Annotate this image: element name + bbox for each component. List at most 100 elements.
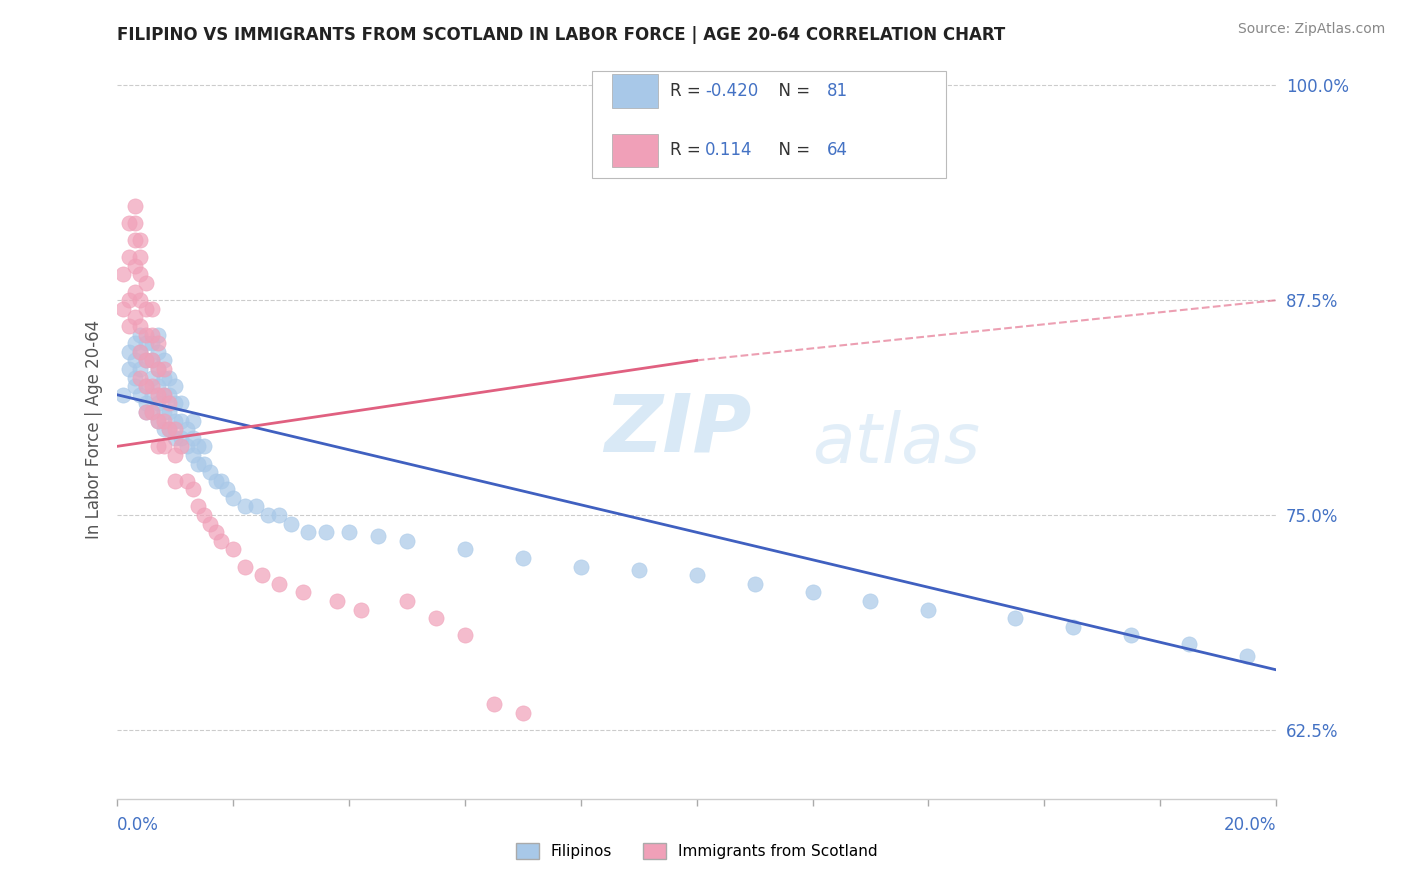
Point — [269, 577, 291, 591]
Point — [135, 379, 157, 393]
Point — [152, 362, 174, 376]
Point — [146, 336, 169, 351]
Point — [157, 388, 180, 402]
Point — [181, 431, 204, 445]
Point — [141, 327, 163, 342]
Point — [129, 362, 152, 376]
Point — [141, 379, 163, 393]
Point — [135, 396, 157, 410]
Point — [181, 448, 204, 462]
Point — [1062, 620, 1084, 634]
Point — [129, 344, 152, 359]
Point — [1178, 637, 1201, 651]
Point — [165, 379, 187, 393]
Point — [233, 500, 256, 514]
Text: N =: N = — [769, 82, 815, 100]
Point — [181, 413, 204, 427]
Point — [297, 525, 319, 540]
Point — [627, 563, 650, 577]
Point — [170, 431, 193, 445]
Point — [146, 362, 169, 376]
Point — [250, 568, 273, 582]
Point — [1236, 648, 1258, 663]
Point — [146, 413, 169, 427]
Point — [1004, 611, 1026, 625]
Point — [129, 233, 152, 247]
Point — [152, 405, 174, 419]
Point — [135, 301, 157, 316]
Point — [124, 353, 146, 368]
Point — [291, 585, 314, 599]
Text: N =: N = — [769, 141, 815, 159]
Point — [176, 474, 198, 488]
Point — [217, 483, 239, 497]
Point — [569, 559, 592, 574]
Point — [152, 370, 174, 384]
Text: FILIPINO VS IMMIGRANTS FROM SCOTLAND IN LABOR FORCE | AGE 20-64 CORRELATION CHAR: FILIPINO VS IMMIGRANTS FROM SCOTLAND IN … — [117, 26, 1005, 44]
Point — [118, 293, 141, 308]
Point — [801, 585, 824, 599]
Point — [482, 697, 505, 711]
Point — [269, 508, 291, 522]
Point — [129, 293, 152, 308]
Point — [111, 268, 134, 282]
Point — [124, 370, 146, 384]
Point — [146, 362, 169, 376]
Point — [152, 353, 174, 368]
Text: 0.114: 0.114 — [704, 141, 752, 159]
Point — [141, 405, 163, 419]
Point — [395, 594, 418, 608]
Point — [129, 370, 152, 384]
Point — [170, 439, 193, 453]
Point — [124, 199, 146, 213]
Point — [129, 388, 152, 402]
Bar — [612, 134, 658, 167]
Point — [685, 568, 707, 582]
Point — [198, 465, 221, 479]
Point — [124, 285, 146, 299]
Point — [129, 327, 152, 342]
Text: 81: 81 — [827, 82, 848, 100]
Point — [152, 388, 174, 402]
Point — [124, 216, 146, 230]
Point — [135, 353, 157, 368]
Point — [146, 388, 169, 402]
Point — [193, 508, 215, 522]
Point — [111, 388, 134, 402]
Point — [181, 483, 204, 497]
Point — [141, 405, 163, 419]
Point — [118, 318, 141, 333]
Point — [152, 413, 174, 427]
Point — [859, 594, 882, 608]
Point — [152, 422, 174, 436]
Point — [257, 508, 280, 522]
Point — [157, 422, 180, 436]
Point — [454, 628, 477, 642]
Point — [187, 439, 209, 453]
Point — [135, 276, 157, 290]
Point — [157, 422, 180, 436]
Point — [157, 370, 180, 384]
Point — [146, 379, 169, 393]
Point — [118, 250, 141, 264]
Point — [152, 439, 174, 453]
Y-axis label: In Labor Force | Age 20-64: In Labor Force | Age 20-64 — [86, 319, 103, 539]
Point — [146, 413, 169, 427]
Point — [165, 422, 187, 436]
Point — [165, 448, 187, 462]
Point — [204, 474, 226, 488]
Text: R =: R = — [671, 141, 706, 159]
Point — [118, 216, 141, 230]
Point — [326, 594, 349, 608]
Point — [146, 439, 169, 453]
Point — [917, 602, 939, 616]
Text: ZIP: ZIP — [605, 390, 751, 468]
Point — [512, 551, 534, 566]
Point — [152, 388, 174, 402]
Point — [165, 474, 187, 488]
Text: 0.0%: 0.0% — [117, 816, 159, 834]
Point — [135, 353, 157, 368]
Point — [135, 336, 157, 351]
Text: R =: R = — [671, 82, 706, 100]
Legend: Filipinos, Immigrants from Scotland: Filipinos, Immigrants from Scotland — [509, 837, 884, 865]
